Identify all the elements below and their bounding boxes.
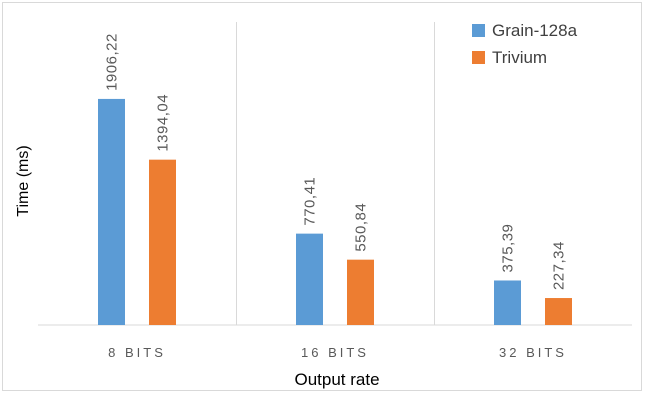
- category-labels-group: 8 BITS 16 BITS 32 BITS: [108, 345, 567, 360]
- category-label-16-bits: 16 BITS: [301, 345, 369, 360]
- category-separators: [236, 22, 435, 325]
- data-label-trivium-32-bits: 227,34: [551, 241, 568, 290]
- legend-label-trivium: Trivium: [492, 48, 547, 67]
- legend-swatch-grain-128a: [472, 24, 485, 37]
- bar-grain-128a-8-bits: [98, 98, 125, 326]
- bar-trivium-16-bits: [347, 259, 374, 325]
- bar-trivium-8-bits: [149, 159, 176, 325]
- legend-label-grain-128a: Grain-128a: [492, 21, 578, 40]
- data-labels-group: 1906,22 1394,04 770,41 550,84 375,39 227,34: [104, 33, 568, 290]
- y-axis-title: Time (ms): [15, 145, 32, 216]
- x-axis-title: Output rate: [294, 370, 379, 389]
- bar-trivium-32-bits: [545, 298, 572, 325]
- data-label-trivium-16-bits: 550,84: [353, 203, 370, 252]
- data-label-trivium-8-bits: 1394,04: [155, 94, 172, 152]
- data-label-grain-128a-8-bits: 1906,22: [104, 33, 121, 91]
- data-label-grain-128a-16-bits: 770,41: [302, 177, 319, 226]
- data-label-grain-128a-32-bits: 375,39: [500, 224, 517, 273]
- legend-swatch-trivium: [472, 51, 485, 64]
- bars-group: [98, 98, 572, 326]
- legend: Grain-128a Trivium: [472, 21, 578, 67]
- bar-grain-128a-16-bits: [296, 233, 323, 325]
- category-label-8-bits: 8 BITS: [108, 345, 166, 360]
- category-label-32-bits: 32 BITS: [499, 345, 567, 360]
- bar-grain-128a-32-bits: [494, 280, 521, 325]
